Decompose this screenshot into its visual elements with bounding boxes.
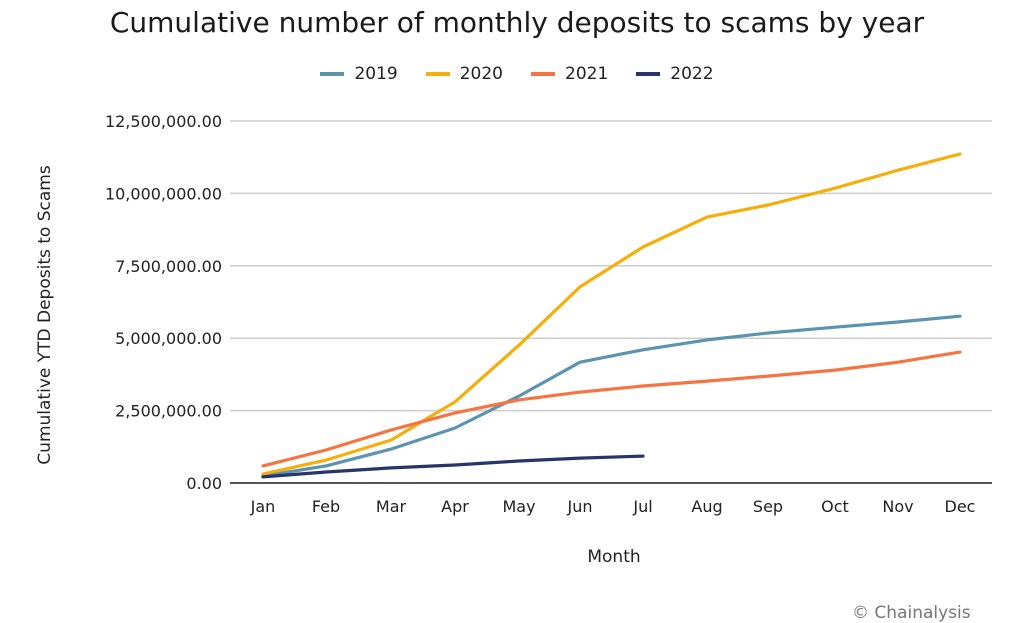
x-axis-label: Month	[587, 547, 641, 567]
x-tick-label: Apr	[441, 497, 469, 516]
legend-label: 2021	[565, 64, 609, 84]
y-tick-label: 10,000,000.00	[105, 184, 222, 203]
legend-item-2020: 2020	[425, 64, 503, 84]
chart-title: Cumulative number of monthly deposits to…	[109, 6, 925, 39]
legend-swatch	[425, 72, 450, 76]
legend-item-2021: 2021	[531, 64, 608, 84]
x-tick-label: Nov	[882, 497, 913, 516]
legend-item-2022: 2022	[636, 64, 714, 84]
x-tick-label: Mar	[376, 497, 407, 516]
y-tick-label: 12,500,000.00	[105, 112, 222, 131]
series-line-2021	[261, 350, 962, 468]
legend-swatch	[320, 72, 345, 76]
legend-swatch	[636, 72, 661, 76]
series-line-2022	[261, 454, 645, 479]
x-tick-label: Aug	[691, 497, 722, 516]
x-tick-label: Jan	[250, 497, 276, 516]
legend-label: 2022	[670, 64, 714, 84]
legend-item-2019: 2019	[320, 64, 398, 84]
legend-label: 2020	[459, 64, 503, 84]
series-line-2019	[261, 314, 962, 478]
y-tick-label: 0.00	[186, 474, 222, 493]
x-tick-label: Sep	[753, 497, 783, 516]
y-tick-label: 7,500,000.00	[115, 257, 222, 276]
legend: 2019 2020 2021 2022	[0, 64, 1024, 84]
x-tick-label: Oct	[821, 497, 849, 516]
y-tick-label: 2,500,000.00	[115, 402, 222, 421]
legend-swatch	[531, 72, 555, 76]
x-tick-label: Feb	[312, 497, 340, 516]
x-tick-label: May	[502, 497, 535, 516]
series-line-2020	[261, 152, 962, 476]
x-tick-label: Jun	[567, 497, 593, 516]
y-tick-label: 5,000,000.00	[115, 329, 222, 348]
x-tick-label: Dec	[945, 497, 976, 516]
x-tick-label: Jul	[632, 497, 652, 516]
legend-label: 2019	[354, 64, 398, 84]
